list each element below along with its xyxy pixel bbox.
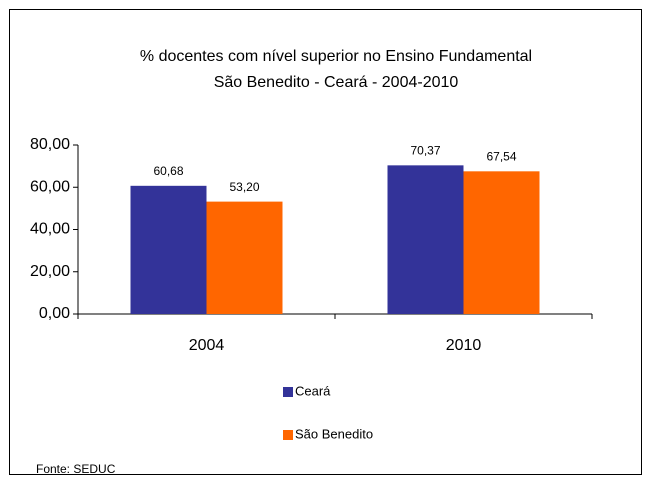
y-tick-label: 40,00: [30, 221, 70, 238]
y-tick-label: 60,00: [30, 178, 70, 195]
value-label: 70,37: [410, 144, 440, 158]
chart-subtitle: São Benedito - Ceará - 2004-2010: [214, 74, 459, 91]
y-tick-label: 20,00: [30, 263, 70, 280]
chart-title: % docentes com nível superior no Ensino …: [140, 48, 532, 65]
value-label: 53,20: [229, 180, 259, 194]
x-tick-label: 2004: [189, 337, 225, 354]
y-tick-label: 80,00: [30, 136, 70, 153]
legend-swatch: [283, 387, 293, 397]
bar: [130, 185, 207, 314]
legend-swatch: [283, 430, 293, 440]
bar: [206, 201, 283, 314]
value-label: 67,54: [486, 149, 516, 163]
bar: [463, 171, 540, 314]
y-tick-label: 0,00: [39, 305, 70, 322]
legend-label: São Benedito: [295, 426, 373, 441]
legend-label: Ceará: [295, 383, 331, 398]
source-note: Fonte: SEDUC: [36, 462, 116, 476]
x-tick-label: 2010: [446, 337, 482, 354]
bar: [387, 165, 464, 314]
value-label: 60,68: [153, 164, 183, 178]
